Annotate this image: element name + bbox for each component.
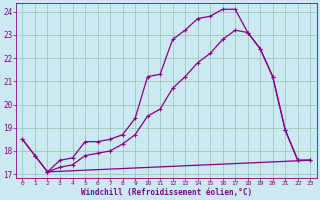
- X-axis label: Windchill (Refroidissement éolien,°C): Windchill (Refroidissement éolien,°C): [81, 188, 252, 197]
